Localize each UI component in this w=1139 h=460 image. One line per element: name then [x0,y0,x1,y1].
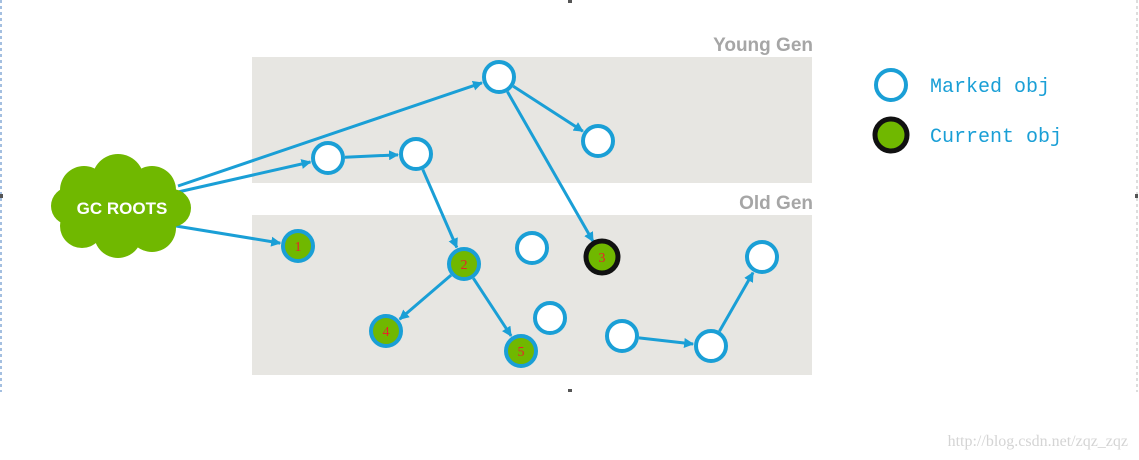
node-number-o5: 5 [518,345,525,360]
node-circle-o7 [533,301,567,335]
legend-marked-label: Marked obj [930,76,1050,99]
edge-roots-to-y3 [177,159,312,194]
node-circle-o3 [583,238,621,276]
node-circle-o5 [504,334,538,368]
object-node-o10 [745,240,779,274]
node-number-o4: 4 [383,325,390,340]
object-node-y2 [581,124,615,158]
object-node-y1 [482,60,516,94]
legend: Marked obj Current obj [872,68,1062,154]
node-circle-y2 [581,124,615,158]
object-node-o3: 3 [583,238,621,276]
node-circle-o6 [515,231,549,265]
object-node-o7 [533,301,567,335]
legend-current-icon [872,116,910,154]
node-circle-o2 [447,247,481,281]
object-nodes: 1 2 3 4 5 [281,60,779,368]
legend-current-label: Current obj [930,126,1062,149]
object-node-o2: 2 [447,247,481,281]
reference-edges [175,80,755,348]
node-number-o3: 3 [599,251,606,266]
object-node-o8 [605,319,639,353]
frame-handle-bottom [568,389,572,392]
node-number-o1: 1 [295,240,302,255]
object-node-o1: 1 [281,229,315,263]
node-number-o2: 2 [461,258,468,273]
frame-handle-left [0,194,3,198]
young-gen-label: Young Gen [713,35,813,56]
node-circle-y1 [482,60,516,94]
object-node-y3 [311,141,345,175]
old-gen-label: Old Gen [739,193,813,214]
frame-handle-right [1135,194,1138,198]
edge-y3-to-y4 [344,150,400,161]
edge-roots-to-y1 [177,80,483,188]
object-node-o4: 4 [369,314,403,348]
gc-roots-label: GC ROOTS [77,199,168,218]
object-node-o9 [694,329,728,363]
object-node-y4 [399,137,433,171]
node-circle-y3 [311,141,345,175]
legend-marked-icon [874,68,908,102]
edge-o8-to-o9 [638,336,695,348]
edge-y1-to-y2 [512,84,584,133]
node-circle-o9 [694,329,728,363]
edge-o2-to-o5 [472,277,513,337]
edge-roots-to-o1 [175,224,282,247]
frame-handle-top [568,0,572,3]
gc-roots-cloud: GC ROOTS [51,154,191,258]
edge-y4-to-o2 [421,168,459,249]
node-circle-y4 [399,137,433,171]
object-node-o6 [515,231,549,265]
node-circle-o10 [745,240,779,274]
young-gen-region [252,57,812,183]
edge-y1-to-o3 [506,91,595,243]
watermark: http://blog.csdn.net/zqz_zqz [948,433,1128,450]
node-circle-o1 [281,229,315,263]
edge-o9-to-o10 [718,271,755,332]
node-circle-o8 [605,319,639,353]
node-circle-o4 [369,314,403,348]
object-node-o5: 5 [504,334,538,368]
edge-o2-to-o4 [398,273,453,321]
